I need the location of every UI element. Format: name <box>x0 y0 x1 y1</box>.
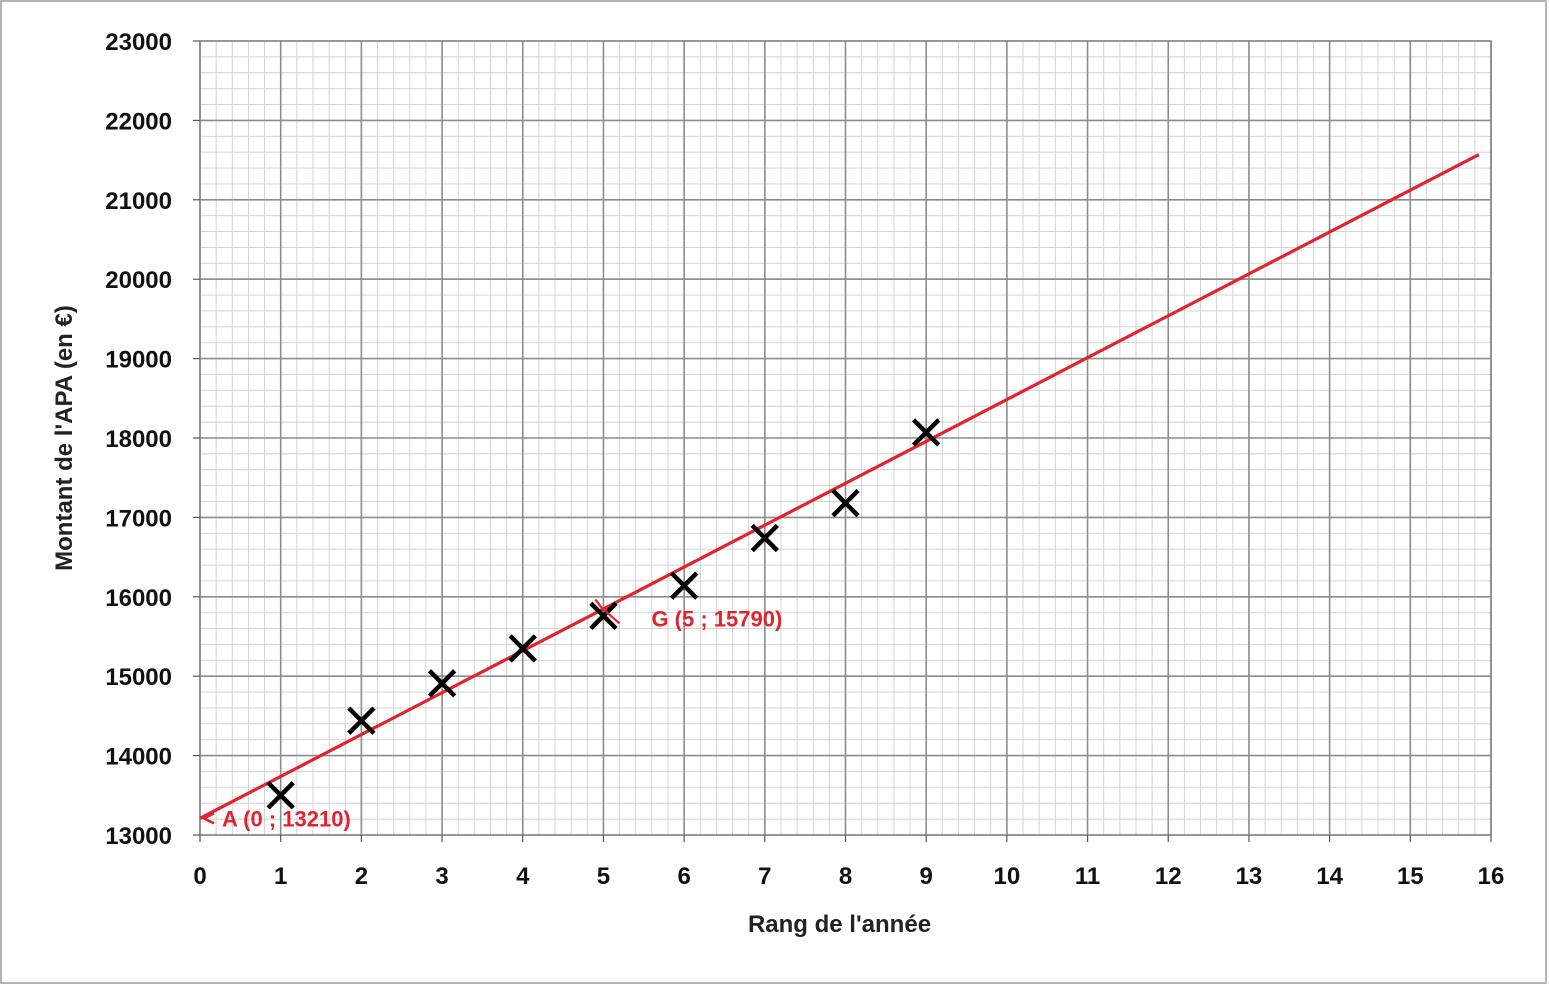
x-tick-label: 7 <box>758 863 771 890</box>
point-stroke <box>427 669 457 698</box>
data-point-x8 <box>831 488 860 518</box>
y-tick-label: 23000 <box>105 29 172 56</box>
data-point-x4 <box>508 634 537 663</box>
x-tick-label: 0 <box>193 863 206 890</box>
y-tick-label: 13000 <box>105 823 172 850</box>
annotation-arrow <box>201 812 215 825</box>
annotations: A (0 ; 13210) G (5 ; 15790) <box>201 598 782 831</box>
y-tick-label: 15000 <box>105 664 172 691</box>
point-stroke <box>750 523 779 553</box>
annotation-arrow <box>594 598 621 625</box>
y-tick-label: 17000 <box>105 505 172 532</box>
y-tick-label: 22000 <box>105 108 172 135</box>
x-tick-label: 13 <box>1236 863 1263 890</box>
x-tick-label: 14 <box>1316 863 1343 890</box>
y-tick-label: 14000 <box>105 744 172 771</box>
data-point-x6 <box>669 571 699 600</box>
x-tick-label: 16 <box>1478 863 1505 890</box>
y-tick-label: 21000 <box>105 188 172 215</box>
point-stroke <box>266 781 295 810</box>
point-stroke <box>347 706 376 735</box>
x-tick-label: 10 <box>994 863 1021 890</box>
x-tick-label: 9 <box>920 863 933 890</box>
y-axis-title: Montant de l'APA (en €) <box>51 305 78 571</box>
data-point-x5 <box>589 601 618 631</box>
x-tick-label: 4 <box>516 863 530 890</box>
data-point-x2 <box>347 706 376 735</box>
x-tick-label: 5 <box>597 863 610 890</box>
y-tick-labels: 13000 14000 15000 16000 17000 18000 19000 20000… <box>105 29 172 850</box>
y-tick-label: 19000 <box>105 347 172 374</box>
regression-line-group <box>199 153 1480 820</box>
annotation-0: A (0 ; 13210) <box>201 806 351 831</box>
major-grid <box>199 40 1492 836</box>
annotation-label: G (5 ; 15790) <box>651 606 782 631</box>
x-tick-label: 11 <box>1075 863 1100 890</box>
data-point-x1 <box>266 781 295 810</box>
x-tick-label: 3 <box>435 863 448 890</box>
x-tick-labels: 0 1 2 3 4 5 6 7 8 9 10 11 12 13 14 15 16 <box>193 863 1504 890</box>
y-tick-label: 18000 <box>105 426 172 453</box>
y-tick-label: 16000 <box>105 585 172 612</box>
point-stroke <box>912 418 941 447</box>
annotation-1: G (5 ; 15790) <box>594 598 782 631</box>
data-point-x9 <box>912 418 941 447</box>
point-stroke <box>508 634 537 663</box>
point-stroke <box>669 571 699 600</box>
y-tick-label: 20000 <box>105 267 172 294</box>
x-tick-label: 12 <box>1155 863 1182 890</box>
x-tick-label: 15 <box>1397 863 1424 890</box>
point-stroke <box>831 488 860 518</box>
x-tick-label: 2 <box>355 863 368 890</box>
x-tick-label: 1 <box>274 863 287 890</box>
x-axis-title: Rang de l'année <box>748 911 931 938</box>
axis-ticks <box>193 40 1492 842</box>
data-point-x3 <box>427 669 457 698</box>
data-point-x7 <box>750 523 779 553</box>
point-stroke <box>589 601 618 631</box>
data-points <box>266 418 941 810</box>
annotation-label: A (0 ; 13210) <box>222 806 351 831</box>
x-tick-label: 6 <box>677 863 690 890</box>
x-tick-label: 8 <box>839 863 852 890</box>
regression-line <box>199 153 1480 820</box>
